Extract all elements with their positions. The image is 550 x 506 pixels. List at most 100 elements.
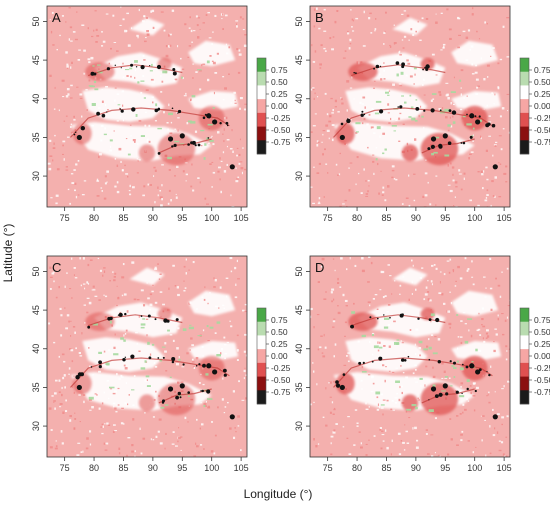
speckle (419, 39, 422, 41)
strong-negative-spot (460, 142, 463, 144)
speckle (385, 429, 387, 432)
speckle (63, 360, 66, 363)
speckle (406, 14, 410, 17)
speckle (497, 318, 499, 321)
speckle (311, 44, 313, 47)
positive-patch (109, 320, 112, 324)
speckle (87, 27, 89, 30)
speckle (388, 370, 391, 372)
speckle (472, 7, 474, 10)
strong-negative-spot (73, 133, 76, 136)
speckle (203, 403, 207, 406)
speckle (387, 324, 390, 326)
speckle (386, 89, 389, 92)
speckle (170, 121, 173, 124)
speckle (112, 402, 116, 405)
speckle (452, 115, 454, 118)
speckle (401, 203, 404, 205)
strong-negative-spot (403, 359, 407, 362)
speckle (391, 165, 395, 168)
speckle (203, 448, 205, 450)
speckle (190, 29, 193, 33)
speckle (104, 127, 106, 130)
positive-patch (151, 63, 153, 67)
speckle (62, 411, 65, 414)
speckle (499, 115, 502, 118)
speckle (334, 343, 337, 346)
positive-patch (216, 321, 221, 324)
speckle (160, 11, 164, 13)
speckle (192, 77, 194, 79)
speckle (367, 179, 370, 182)
speckle (83, 72, 86, 75)
speckle (205, 405, 207, 407)
speckle (379, 428, 382, 431)
speckle (53, 341, 56, 344)
speckle (119, 107, 121, 109)
positive-patch (174, 140, 180, 143)
speckle (387, 185, 390, 188)
speckle (494, 93, 496, 96)
speckle (450, 302, 453, 305)
map-raster (310, 6, 510, 207)
speckle (244, 311, 247, 313)
speckle (172, 264, 175, 267)
positive-patch (178, 358, 181, 361)
speckle (446, 93, 449, 96)
speckle (49, 155, 53, 157)
speckle (212, 31, 214, 33)
speckle (145, 89, 149, 91)
speckle (153, 313, 155, 314)
positive-patch (441, 390, 446, 392)
positive-patch (414, 120, 418, 122)
speckle (506, 93, 510, 95)
speckle (323, 47, 326, 50)
speckle (473, 409, 476, 412)
speckle (222, 377, 224, 380)
speckle (90, 56, 94, 60)
speckle (435, 21, 438, 24)
speckle (74, 189, 76, 192)
map-raster (47, 256, 247, 457)
speckle (487, 393, 489, 396)
speckle (505, 436, 508, 438)
speckle (459, 413, 462, 415)
speckle (62, 144, 64, 147)
speckle (152, 63, 156, 66)
strong-negative-spot (455, 390, 459, 394)
strong-negative-spot (195, 365, 198, 367)
speckle (150, 349, 152, 352)
positive-patch (383, 326, 389, 329)
speckle (505, 345, 508, 348)
speckle (223, 170, 227, 173)
speckle (102, 425, 104, 428)
speckle (55, 440, 57, 442)
strong-negative-spot (407, 355, 410, 358)
speckle (334, 269, 336, 272)
colorbar: 0.750.500.250.00-0.25-0.50-0.75 (256, 57, 291, 155)
speckle (373, 87, 375, 89)
speckle (188, 27, 191, 29)
speckle (157, 430, 160, 433)
speckle (369, 304, 371, 307)
speckle (212, 61, 216, 65)
speckle (354, 409, 358, 411)
speckle (130, 75, 132, 78)
speckle (495, 141, 498, 143)
speckle (223, 307, 226, 310)
speckle (341, 102, 344, 105)
speckle (244, 367, 246, 370)
colorbar-tick-label: 0.00 (271, 101, 288, 111)
speckle (171, 9, 175, 12)
speckle (382, 132, 385, 135)
positive-patch (470, 135, 474, 137)
speckle (395, 178, 398, 181)
speckle (381, 126, 384, 129)
speckle (238, 162, 241, 165)
speckle (109, 149, 112, 152)
speckle (424, 172, 428, 175)
hotspot-region (198, 105, 225, 131)
speckle (92, 285, 95, 288)
speckle (392, 371, 395, 373)
speckle (448, 28, 452, 31)
